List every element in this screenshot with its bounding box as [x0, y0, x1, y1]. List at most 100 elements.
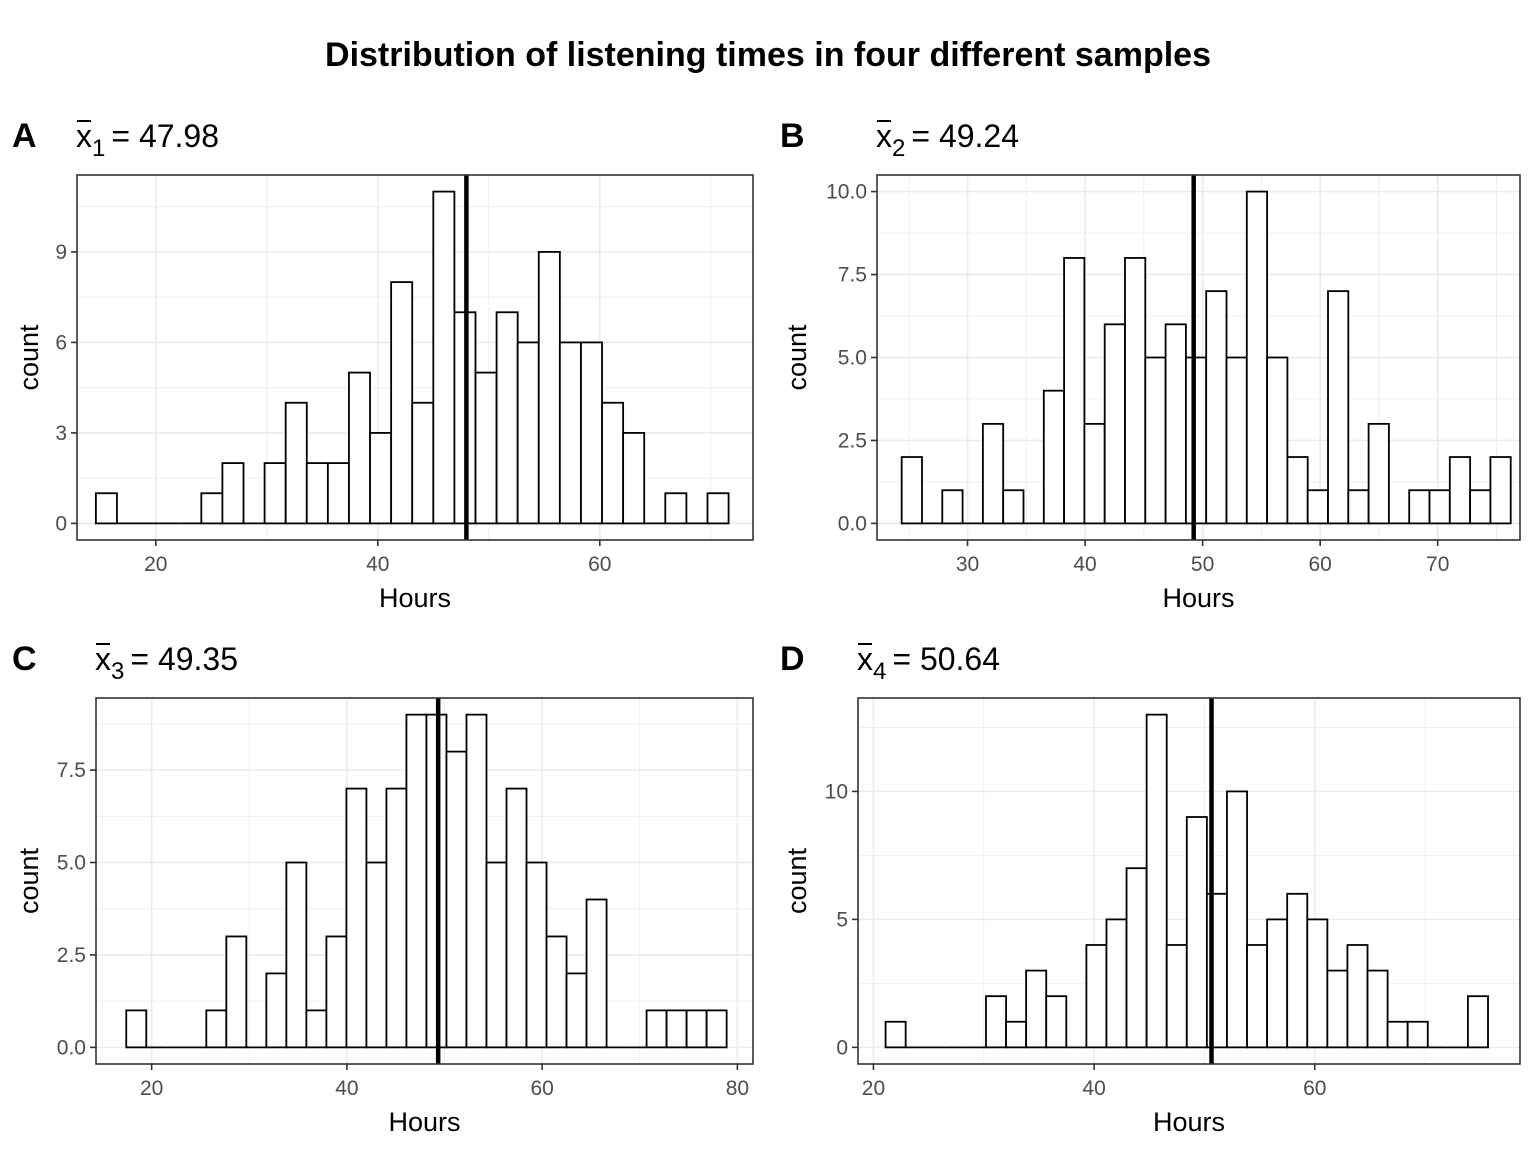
histogram-bar	[1085, 944, 1108, 1049]
y-tick-label: 10	[825, 780, 848, 803]
histogram-bar	[385, 787, 408, 1049]
x-tick-label: 20	[862, 1077, 885, 1100]
histogram-bar	[390, 281, 414, 525]
histogram-bars	[125, 713, 728, 1049]
histogram-bar	[1145, 713, 1168, 1049]
histogram-bar	[365, 861, 388, 1049]
histogram-bar	[1063, 257, 1086, 525]
histogram-bar	[1306, 489, 1329, 525]
y-axis-label: count	[14, 324, 44, 391]
histogram-bar	[664, 492, 688, 525]
x-tick-label: 70	[1426, 553, 1449, 576]
histogram-bar	[369, 432, 393, 525]
mean-subscript: 2	[892, 135, 905, 162]
histogram-bar	[1386, 1020, 1409, 1049]
histogram-bar	[411, 401, 435, 525]
histogram-bar	[1366, 969, 1389, 1049]
y-tick-label: 3	[55, 422, 67, 445]
histogram-bar	[706, 492, 730, 525]
histogram-bar	[94, 492, 118, 525]
histogram-bar	[516, 341, 540, 525]
histogram-bar	[565, 972, 588, 1049]
y-tick-label: 0.0	[838, 512, 867, 535]
histogram-bar	[125, 1009, 148, 1049]
histogram-bar	[325, 935, 348, 1049]
x-axis-label: Hours	[1153, 1107, 1225, 1137]
histogram-bar	[1286, 892, 1309, 1049]
histogram-bar	[1225, 356, 1248, 525]
panel-subtitle: x2 = 49.24	[876, 118, 1019, 162]
x-tick-label: 60	[588, 553, 611, 576]
histogram-bar	[645, 1009, 668, 1049]
figure-title: Distribution of listening times in four …	[325, 36, 1211, 74]
mean-value: = 49.35	[130, 641, 238, 677]
x-tick-label: 80	[726, 1077, 749, 1100]
mean-symbol: x	[95, 641, 111, 677]
histogram-bar	[1165, 944, 1188, 1049]
histogram-bar	[1266, 356, 1289, 525]
histogram-bar	[1347, 489, 1370, 525]
histogram-bar	[348, 371, 371, 525]
y-tick-label: 5.0	[57, 852, 86, 875]
mean-symbol: x	[857, 641, 873, 677]
y-tick-label: 7.5	[838, 264, 867, 287]
y-axis-label: count	[782, 324, 812, 391]
plot-border	[76, 174, 754, 541]
mean-value: = 47.98	[111, 118, 219, 154]
histogram-bar	[558, 341, 582, 525]
x-axis-label: Hours	[388, 1107, 460, 1137]
histogram-bar	[900, 456, 923, 525]
histogram-bars	[900, 190, 1512, 525]
y-tick-label: 2.5	[57, 944, 86, 967]
histogram-bar	[1408, 489, 1431, 525]
y-tick-label: 0	[55, 512, 67, 535]
histogram-bar	[941, 489, 964, 525]
mean-symbol: x	[76, 118, 92, 154]
x-tick-label: 60	[1308, 553, 1331, 576]
x-tick-label: 40	[335, 1077, 358, 1100]
histogram-bar	[505, 787, 528, 1049]
histogram-bar	[485, 861, 508, 1049]
histogram-bar	[1489, 456, 1512, 525]
histogram-bar	[1025, 969, 1048, 1049]
histogram-bar	[474, 371, 498, 525]
histogram-bar	[1448, 456, 1472, 525]
histogram-bar	[1205, 290, 1228, 525]
histogram-bar	[1103, 323, 1126, 525]
histogram-bar	[495, 311, 519, 525]
x-tick-label: 20	[140, 1077, 163, 1100]
histogram-bar	[221, 462, 245, 525]
histogram-bar	[1327, 290, 1350, 525]
histogram-bar	[432, 190, 456, 525]
panel-subtitle: x4 = 50.64	[857, 641, 1000, 685]
histogram-bar	[622, 432, 646, 525]
histogram-bar	[326, 462, 350, 525]
x-tick-label: 30	[956, 553, 979, 576]
mean-symbol: x	[876, 118, 892, 154]
mean-value: = 50.64	[892, 641, 1000, 677]
histogram-bar	[1406, 1020, 1429, 1049]
histogram-bar	[1125, 867, 1148, 1049]
histogram-bar	[465, 713, 488, 1049]
y-tick-label: 10.0	[826, 181, 867, 204]
histogram-bar	[305, 1009, 328, 1049]
y-tick-label: 5.0	[838, 347, 867, 370]
histogram-bar	[537, 251, 561, 525]
histogram-bar	[1045, 995, 1068, 1049]
y-tick-label: 0.0	[57, 1036, 86, 1059]
histogram-bar	[585, 898, 608, 1049]
histogram-bar	[1306, 918, 1329, 1049]
histogram-bar	[285, 861, 308, 1049]
histogram-bar	[205, 1009, 228, 1049]
histogram-bar	[1002, 489, 1025, 525]
histogram-bar	[284, 401, 308, 525]
mean-subscript: 3	[111, 658, 124, 685]
histogram-bar	[1226, 790, 1248, 1049]
histogram-bar	[445, 750, 468, 1049]
histogram-bar	[1367, 422, 1390, 525]
y-tick-label: 0	[836, 1036, 848, 1059]
histogram-bar	[225, 935, 248, 1049]
histogram-bar	[1469, 489, 1492, 525]
